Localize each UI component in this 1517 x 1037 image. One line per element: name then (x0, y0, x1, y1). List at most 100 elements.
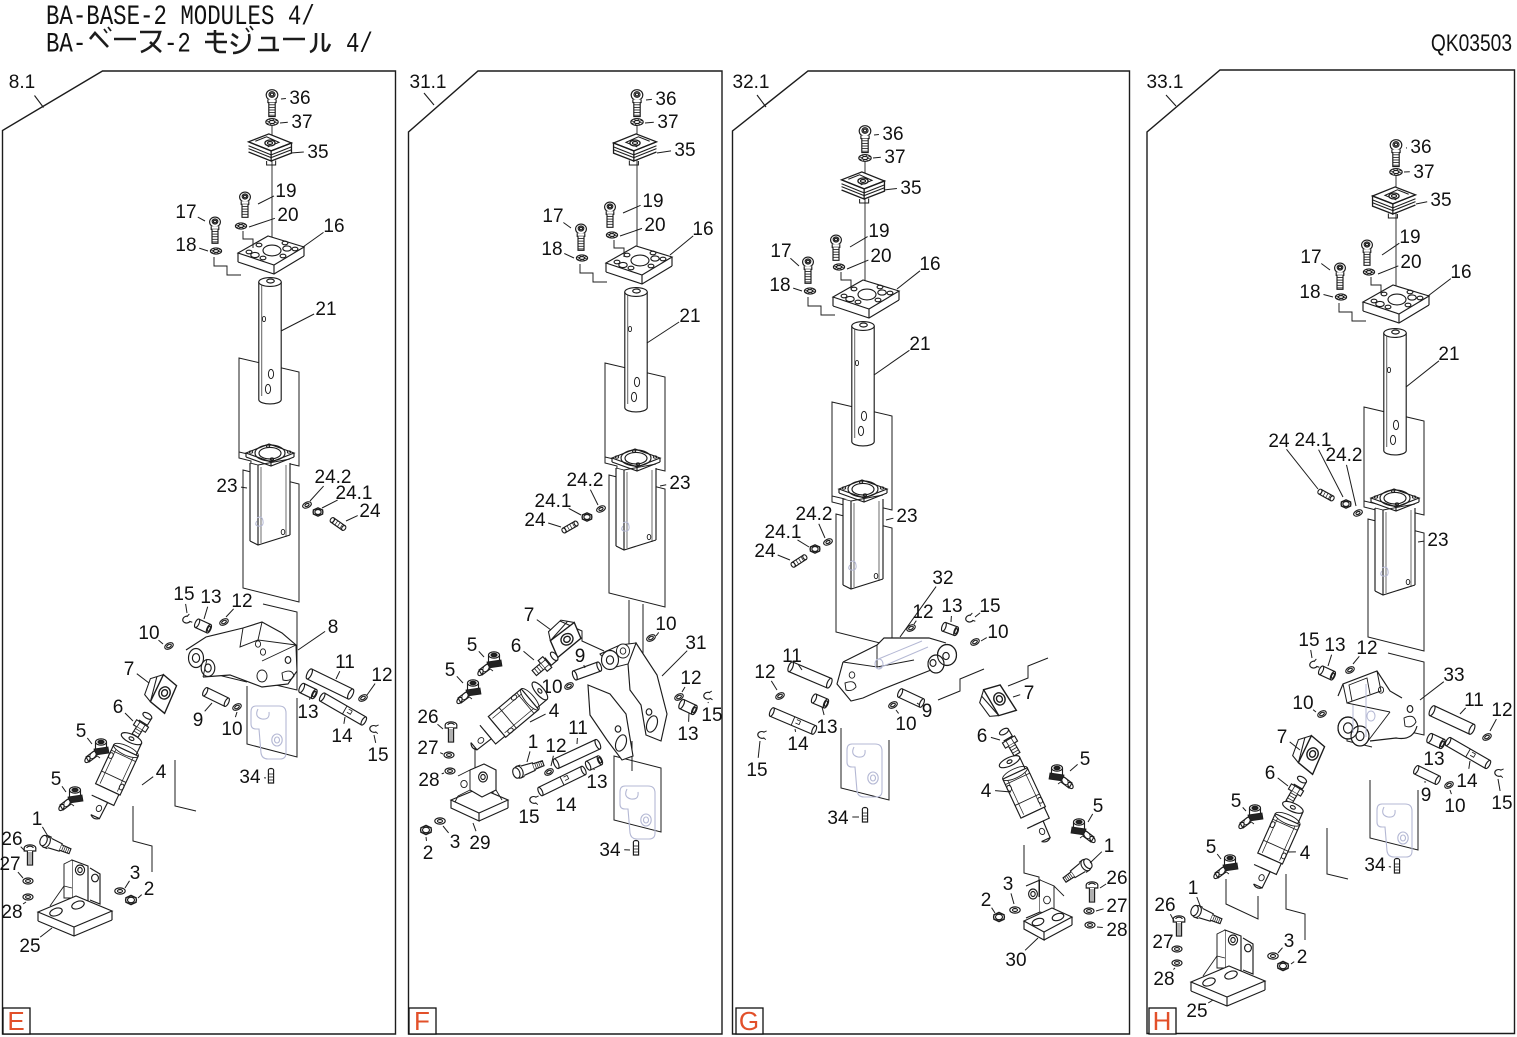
svg-text:33: 33 (1443, 665, 1464, 686)
svg-text:24.1: 24.1 (1295, 430, 1332, 451)
svg-text:1: 1 (32, 809, 43, 830)
svg-text:13: 13 (1324, 635, 1345, 656)
svg-text:34: 34 (1364, 855, 1386, 876)
svg-text:F: F (414, 1006, 430, 1036)
svg-text:36: 36 (655, 89, 676, 110)
svg-text:28: 28 (418, 770, 439, 791)
svg-text:-2: -2 (164, 28, 191, 60)
svg-text:15: 15 (746, 760, 767, 781)
svg-text:4: 4 (981, 781, 992, 802)
svg-text:9: 9 (1421, 785, 1432, 806)
svg-text:4: 4 (156, 762, 167, 783)
svg-text:2: 2 (144, 879, 155, 900)
svg-text:28: 28 (1106, 920, 1127, 941)
svg-text:35: 35 (1430, 190, 1451, 211)
svg-text:10: 10 (1292, 693, 1313, 714)
svg-text:2: 2 (423, 843, 434, 864)
svg-text:5: 5 (1206, 837, 1217, 858)
svg-text:24.1: 24.1 (765, 522, 802, 543)
svg-text:7: 7 (124, 659, 135, 680)
svg-text:11: 11 (335, 652, 355, 673)
svg-text:15: 15 (1491, 793, 1512, 814)
svg-text:24.2: 24.2 (315, 467, 352, 488)
svg-text:34: 34 (239, 767, 261, 788)
svg-text:E: E (7, 1006, 24, 1036)
svg-text:10: 10 (138, 623, 159, 644)
svg-text:21: 21 (315, 299, 336, 320)
svg-text:36: 36 (289, 88, 310, 109)
svg-text:32.1: 32.1 (733, 72, 770, 93)
svg-text:16: 16 (323, 216, 344, 237)
svg-text:14: 14 (1456, 771, 1478, 792)
svg-text:24: 24 (754, 541, 776, 562)
svg-text:12: 12 (1491, 700, 1512, 721)
svg-text:1: 1 (1104, 836, 1115, 857)
svg-text:1: 1 (528, 732, 539, 753)
svg-text:15: 15 (701, 705, 722, 726)
svg-text:15: 15 (173, 584, 194, 605)
svg-text:19: 19 (868, 221, 889, 242)
svg-text:26: 26 (1154, 895, 1175, 916)
svg-text:9: 9 (575, 646, 586, 667)
svg-text:8: 8 (328, 617, 339, 638)
svg-text:23: 23 (669, 473, 690, 494)
svg-text:21: 21 (1438, 344, 1459, 365)
svg-text:17: 17 (1300, 247, 1321, 268)
svg-text:6: 6 (511, 636, 522, 657)
svg-text:12: 12 (545, 736, 566, 757)
svg-text:24.1: 24.1 (535, 491, 572, 512)
svg-text:37: 37 (291, 112, 312, 133)
svg-text:BA-: BA- (46, 28, 86, 60)
svg-text:15: 15 (518, 807, 539, 828)
svg-text:5: 5 (445, 660, 456, 681)
svg-text:13: 13 (200, 587, 221, 608)
svg-text:BA-BASE-2 MODULES 4/: BA-BASE-2 MODULES 4/ (46, 1, 315, 33)
svg-text:29: 29 (469, 833, 490, 854)
svg-text:34: 34 (599, 840, 621, 861)
svg-text:24: 24 (359, 501, 381, 522)
svg-text:28: 28 (1153, 969, 1174, 990)
svg-text:11: 11 (1464, 690, 1484, 711)
svg-text:37: 37 (884, 147, 905, 168)
svg-text:12: 12 (1356, 638, 1377, 659)
svg-text:3: 3 (1003, 874, 1014, 895)
svg-text:2: 2 (1297, 947, 1308, 968)
svg-text:12: 12 (371, 665, 392, 686)
svg-text:12: 12 (231, 591, 252, 612)
svg-text:24: 24 (1268, 431, 1290, 452)
svg-text:13: 13 (586, 772, 607, 793)
svg-text:27: 27 (1152, 932, 1173, 953)
svg-text:25: 25 (19, 936, 40, 957)
svg-text:26: 26 (1106, 868, 1127, 889)
svg-text:10: 10 (655, 614, 676, 635)
svg-text:5: 5 (1093, 796, 1104, 817)
svg-text:5: 5 (1080, 749, 1091, 770)
svg-text:18: 18 (175, 235, 196, 256)
svg-text:16: 16 (919, 254, 940, 275)
svg-text:6: 6 (977, 726, 988, 747)
svg-text:10: 10 (1444, 796, 1465, 817)
svg-text:15: 15 (367, 745, 388, 766)
svg-text:15: 15 (1298, 630, 1319, 651)
svg-text:19: 19 (275, 181, 296, 202)
svg-text:24.2: 24.2 (796, 504, 833, 525)
svg-text:35: 35 (674, 140, 695, 161)
svg-text:7: 7 (1024, 683, 1035, 704)
svg-text:4: 4 (1300, 843, 1311, 864)
svg-text:35: 35 (900, 178, 921, 199)
svg-text:35: 35 (307, 142, 328, 163)
svg-text:36: 36 (1410, 137, 1431, 158)
svg-text:34: 34 (827, 808, 849, 829)
svg-text:G: G (739, 1006, 759, 1036)
svg-text:17: 17 (542, 206, 563, 227)
svg-text:15: 15 (979, 596, 1000, 617)
svg-text:33.1: 33.1 (1147, 72, 1184, 93)
svg-text:5: 5 (51, 769, 62, 790)
svg-text:8.1: 8.1 (9, 72, 35, 93)
svg-text:7: 7 (524, 605, 535, 626)
svg-text:2: 2 (981, 890, 992, 911)
svg-text:23: 23 (1427, 530, 1448, 551)
svg-text:6: 6 (1265, 763, 1276, 784)
svg-text:19: 19 (642, 191, 663, 212)
svg-text:H: H (1153, 1006, 1172, 1036)
